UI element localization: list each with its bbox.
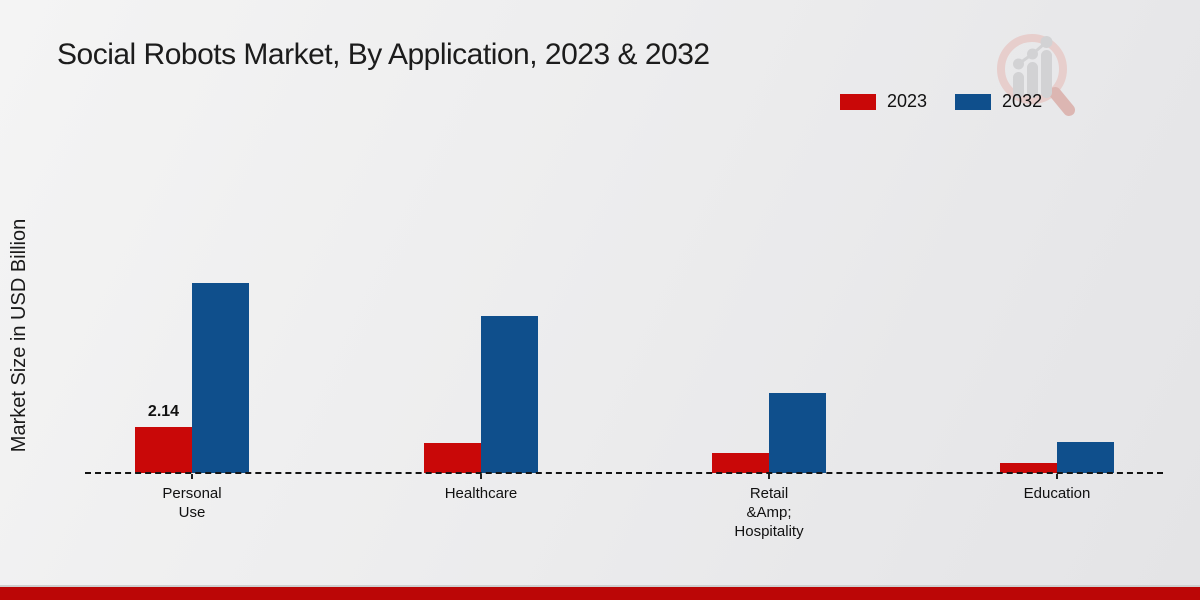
legend-item-2023: 2023: [840, 91, 927, 112]
x-axis-baseline: [85, 472, 1163, 474]
bar-2023-education: [1000, 463, 1057, 473]
bar-2023-retail-amp-hospitality: [712, 453, 769, 473]
legend-swatch-2023: [840, 93, 876, 110]
x-axis-tick: [480, 474, 482, 479]
category-label: Education: [1023, 485, 1091, 502]
footer-divider-line: [0, 585, 1200, 587]
bar-2032-education: [1057, 442, 1114, 473]
bar-2032-healthcare: [481, 316, 538, 473]
category-label: Healthcare: [444, 485, 518, 502]
legend-label-2023: 2023: [887, 91, 928, 111]
category-label: Retail &Amp; Hospitality: [734, 485, 804, 540]
category-label: Personal Use: [162, 485, 222, 521]
bar-2023-personal-use: [135, 427, 192, 473]
bar-2023-healthcare: [424, 443, 481, 473]
footer-accent-band: [0, 587, 1200, 600]
x-axis-tick: [768, 474, 770, 479]
x-axis-tick: [1056, 474, 1058, 479]
legend-label-2032: 2032: [1002, 91, 1043, 111]
bar-2032-retail-amp-hospitality: [769, 393, 826, 473]
legend-item-2032: 2032: [955, 91, 1042, 112]
x-axis-tick: [191, 474, 193, 479]
bar-2032-personal-use: [192, 283, 249, 473]
brand-watermark-magnifier-chart-icon: [997, 34, 1075, 116]
bar-value-label: 2.14: [147, 403, 180, 420]
legend-swatch-2032: [955, 93, 992, 110]
legend: 2023 2032: [840, 91, 1042, 112]
chart-title: Social Robots Market, By Application, 20…: [57, 38, 710, 71]
